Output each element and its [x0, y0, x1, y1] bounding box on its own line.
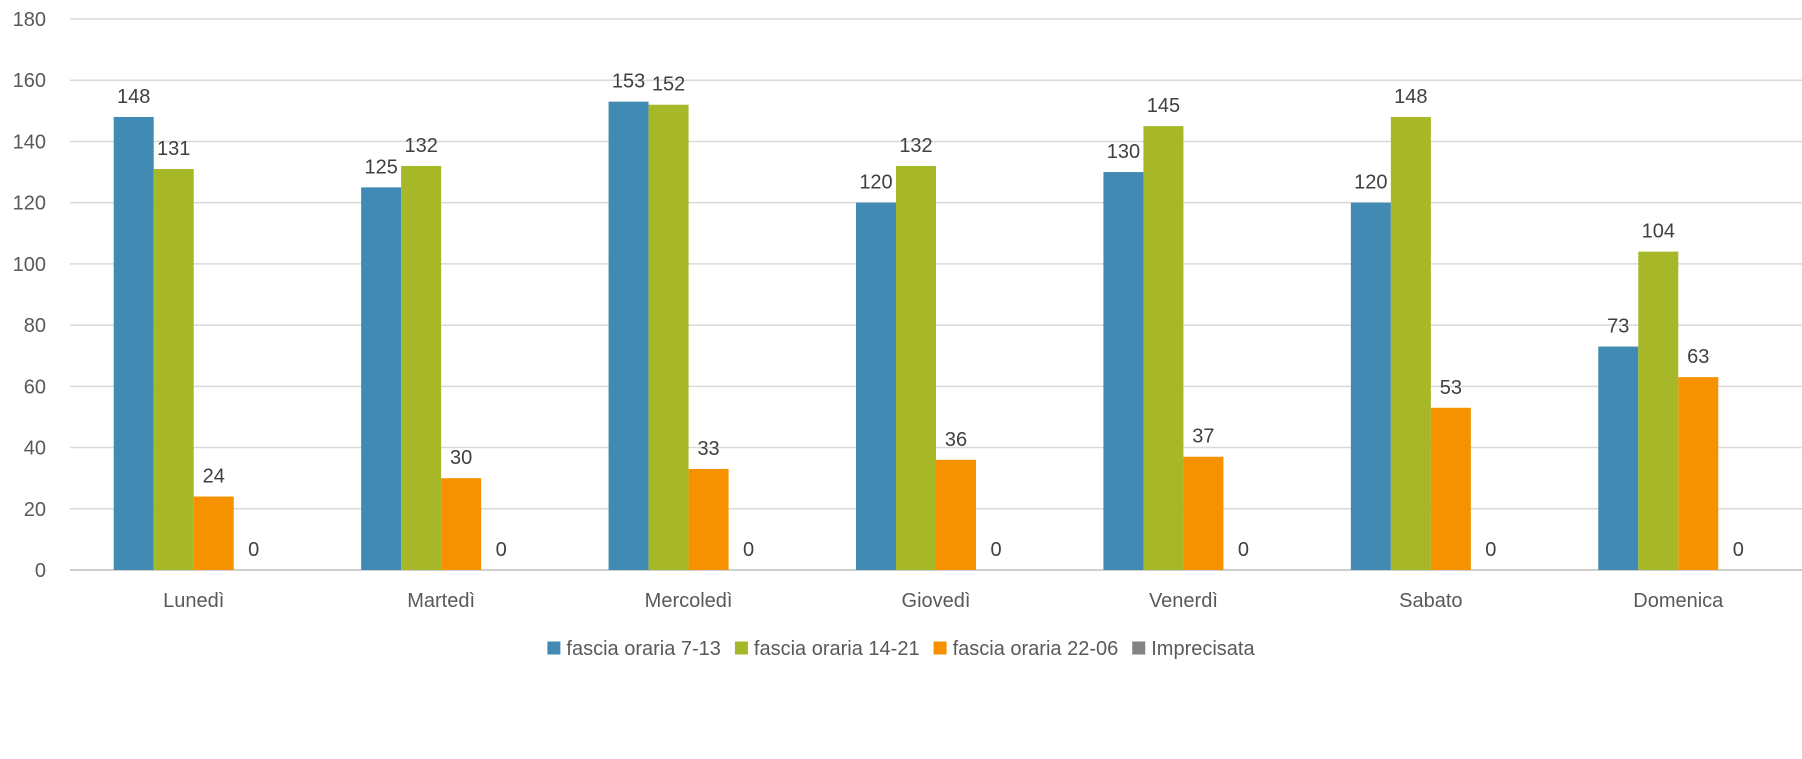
bar — [1350, 202, 1391, 570]
data-label: 0 — [1238, 539, 1249, 561]
data-label: 148 — [1394, 86, 1427, 108]
legend-label: fascia oraria 7-13 — [566, 638, 721, 660]
bar — [441, 478, 482, 570]
data-label: 104 — [1642, 221, 1675, 243]
data-label: 53 — [1440, 377, 1462, 399]
data-label: 33 — [697, 438, 719, 460]
bar — [401, 165, 442, 570]
y-tick-label: 40 — [24, 438, 46, 460]
legend-item: Imprecisata — [1132, 638, 1255, 660]
data-label: 36 — [945, 429, 967, 451]
y-tick-label: 140 — [13, 131, 46, 153]
data-label: 130 — [1107, 141, 1140, 163]
data-labels: 148 131 24 0 125 132 30 0 153 152 33 0 120 132 36 0 130 1… — [117, 71, 1744, 561]
y-tick-label: 100 — [13, 254, 46, 276]
legend-label: fascia oraria 14-21 — [754, 638, 920, 660]
data-label: 132 — [404, 135, 437, 157]
data-label: 0 — [1485, 539, 1496, 561]
y-tick-label: 80 — [24, 315, 46, 337]
data-label: 145 — [1147, 95, 1180, 117]
x-category-label: Mercoledì — [645, 590, 733, 612]
legend-swatch — [734, 641, 748, 655]
data-label: 37 — [1192, 426, 1214, 448]
bar — [113, 116, 154, 570]
data-label: 0 — [1733, 539, 1744, 561]
bar — [608, 101, 649, 571]
data-label: 30 — [450, 447, 472, 469]
data-label: 0 — [743, 539, 754, 561]
y-tick-label: 20 — [24, 499, 46, 521]
bar — [1430, 407, 1471, 570]
x-category-label: Domenica — [1633, 590, 1724, 612]
data-label: 153 — [612, 71, 645, 93]
bar — [153, 168, 194, 570]
x-category-label: Lunedì — [163, 590, 224, 612]
bar — [936, 459, 976, 570]
legend-item: fascia oraria 14-21 — [734, 638, 920, 660]
y-tick-label: 60 — [24, 376, 46, 398]
bar — [1638, 251, 1679, 570]
y-tick-label: 120 — [13, 193, 46, 215]
data-label: 24 — [203, 466, 225, 488]
bar — [1390, 116, 1431, 570]
legend-swatch — [1132, 641, 1146, 655]
legend-item: fascia oraria 7-13 — [547, 638, 721, 660]
bar — [193, 496, 234, 570]
x-category-label: Venerdì — [1149, 590, 1218, 612]
x-category-label: Sabato — [1399, 590, 1462, 612]
x-axis-categories: Lunedì Martedì Mercoledì Giovedì Venerdì Saba… — [163, 590, 1724, 612]
bar — [1143, 126, 1184, 570]
data-label: 63 — [1687, 346, 1709, 368]
data-label: 152 — [652, 74, 685, 96]
bar — [1598, 346, 1639, 570]
data-label: 131 — [157, 138, 190, 160]
bar — [361, 187, 402, 570]
data-label: 120 — [1354, 172, 1387, 194]
legend-swatch — [933, 641, 947, 655]
y-tick-label: 0 — [35, 560, 46, 582]
bar — [1103, 172, 1144, 571]
data-label: 148 — [117, 86, 150, 108]
y-axis-ticks: 0 20 40 60 80 100 120 140 160 180 — [13, 9, 46, 582]
legend-swatch — [547, 641, 561, 655]
data-label: 0 — [248, 539, 259, 561]
bar — [1183, 456, 1224, 570]
y-tick-label: 160 — [13, 70, 46, 92]
bar — [896, 165, 936, 570]
legend-label: fascia oraria 22-06 — [953, 638, 1119, 660]
x-category-label: Giovedì — [902, 590, 971, 612]
data-label: 0 — [990, 539, 1001, 561]
bar — [648, 104, 689, 570]
bar — [1678, 377, 1719, 570]
bar — [856, 202, 896, 570]
legend-label: Imprecisata — [1151, 638, 1255, 660]
x-category-label: Martedì — [407, 590, 475, 612]
data-label: 73 — [1607, 316, 1629, 338]
data-label: 0 — [496, 539, 507, 561]
data-label: 125 — [364, 156, 397, 178]
data-label: 132 — [899, 135, 932, 157]
bars — [113, 101, 1719, 571]
legend: fascia oraria 7-13 fascia oraria 14-21 fas… — [547, 638, 1255, 660]
bar — [688, 468, 729, 570]
data-label: 120 — [859, 172, 892, 194]
legend-item: fascia oraria 22-06 — [933, 638, 1119, 660]
y-tick-label: 180 — [13, 9, 46, 31]
